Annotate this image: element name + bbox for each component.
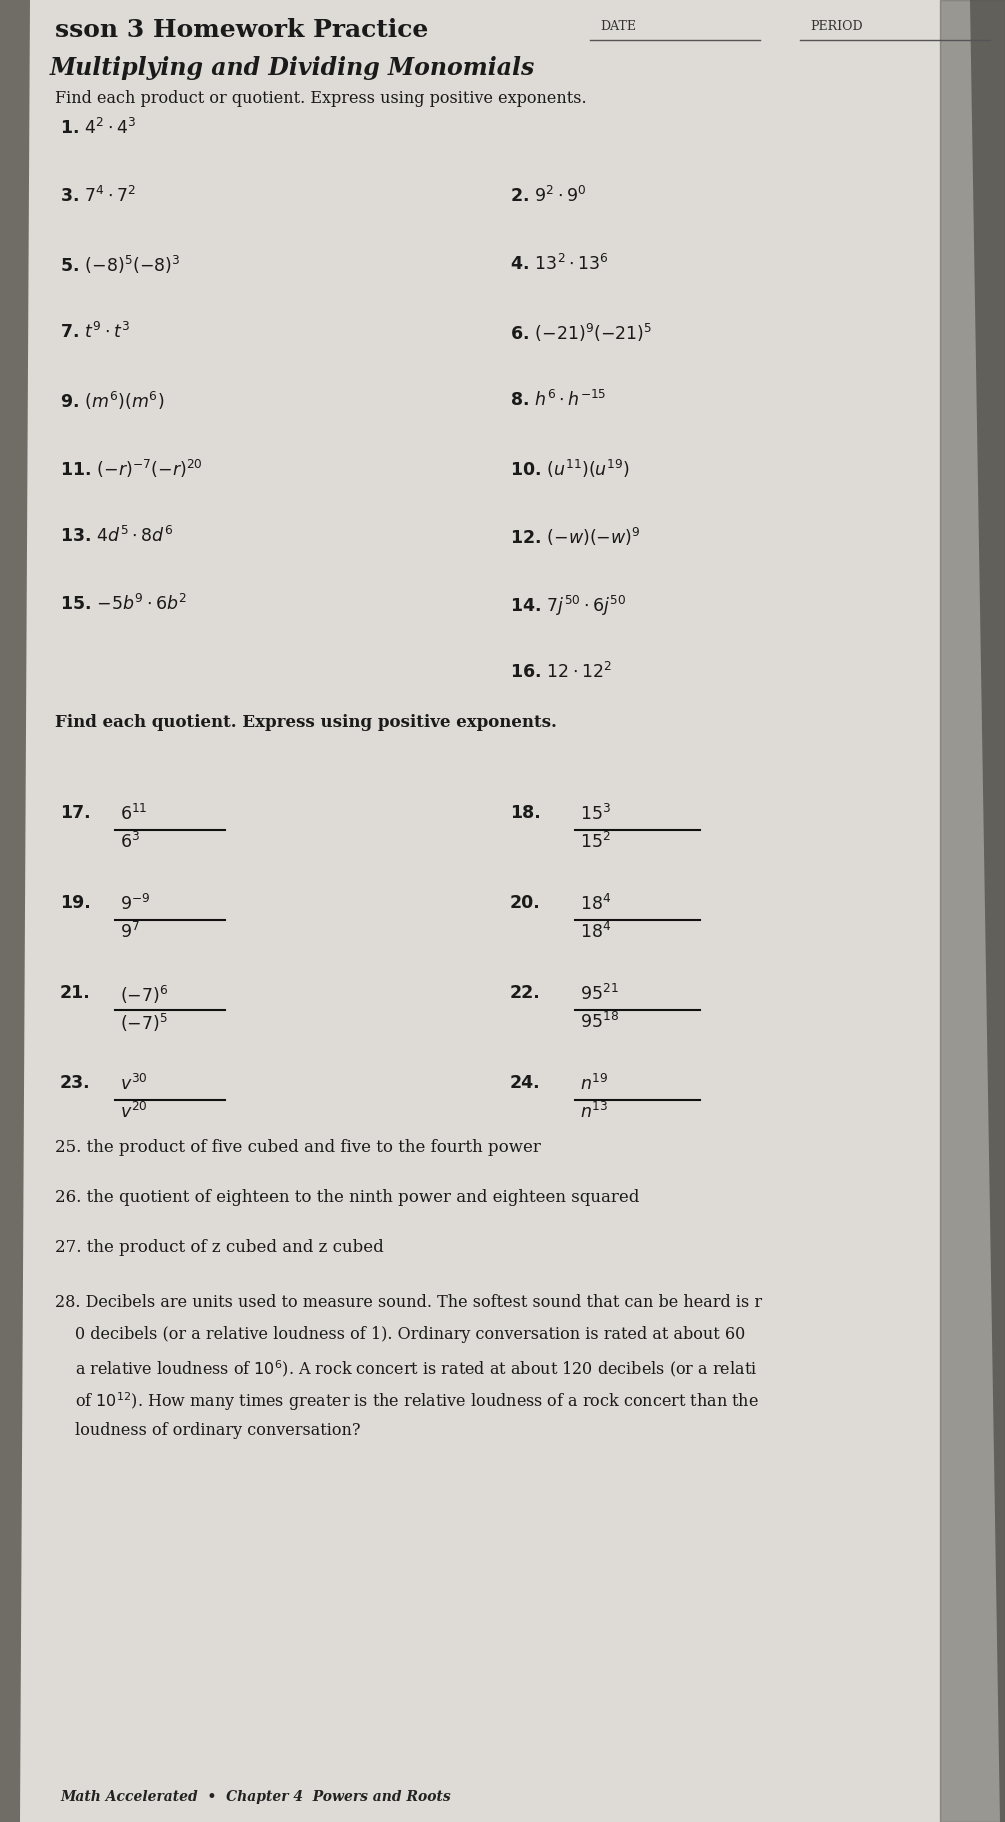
Text: $15^3$: $15^3$ — [580, 804, 611, 824]
Text: 11. $(-r)^{-7}(-r)^{20}$: 11. $(-r)^{-7}(-r)^{20}$ — [60, 457, 203, 481]
Text: of $10^{12}$). How many times greater is the relative loudness of a rock concert: of $10^{12}$). How many times greater is… — [75, 1390, 759, 1412]
Text: DATE: DATE — [600, 20, 636, 33]
Text: 19.: 19. — [60, 895, 90, 913]
Text: Multiplying and Dividing Monomials: Multiplying and Dividing Monomials — [50, 56, 536, 80]
Text: 0 decibels (or a relative loudness of 1). Ordinary conversation is rated at abou: 0 decibels (or a relative loudness of 1)… — [75, 1326, 746, 1343]
Text: 28. Decibels are units used to measure sound. The softest sound that can be hear: 28. Decibels are units used to measure s… — [55, 1294, 762, 1312]
Text: $95^{18}$: $95^{18}$ — [580, 1011, 619, 1031]
Text: $v^{20}$: $v^{20}$ — [120, 1102, 148, 1122]
Text: 24.: 24. — [510, 1073, 541, 1091]
Text: 8. $h^6 \cdot h^{-15}$: 8. $h^6 \cdot h^{-15}$ — [510, 390, 606, 410]
Text: 9. $(m^6)(m^6)$: 9. $(m^6)(m^6)$ — [60, 390, 164, 412]
Text: 23.: 23. — [60, 1073, 90, 1091]
Text: $n^{13}$: $n^{13}$ — [580, 1102, 608, 1122]
Text: 15. $-5b^9 \cdot 6b^2$: 15. $-5b^9 \cdot 6b^2$ — [60, 594, 187, 614]
Text: $18^4$: $18^4$ — [580, 922, 611, 942]
Text: 5. $(-8)^5(-8)^3$: 5. $(-8)^5(-8)^3$ — [60, 253, 181, 277]
Text: $18^4$: $18^4$ — [580, 895, 611, 915]
Text: 26. the quotient of eighteen to the ninth power and eighteen squared: 26. the quotient of eighteen to the nint… — [55, 1190, 639, 1206]
Text: 22.: 22. — [510, 984, 541, 1002]
Text: sson 3 Homework Practice: sson 3 Homework Practice — [55, 18, 428, 42]
Text: $6^{11}$: $6^{11}$ — [120, 804, 148, 824]
Text: 16. $12 \cdot 12^2$: 16. $12 \cdot 12^2$ — [510, 661, 612, 681]
Text: Find each quotient. Express using positive exponents.: Find each quotient. Express using positi… — [55, 714, 557, 731]
Text: $(-7)^5$: $(-7)^5$ — [120, 1011, 168, 1035]
Text: $v^{30}$: $v^{30}$ — [120, 1073, 148, 1093]
Text: $9^7$: $9^7$ — [120, 922, 140, 942]
Text: a relative loudness of $10^6$). A rock concert is rated at about 120 decibels (o: a relative loudness of $10^6$). A rock c… — [75, 1357, 757, 1379]
Text: 1. $4^2 \cdot 4^3$: 1. $4^2 \cdot 4^3$ — [60, 118, 137, 138]
Text: 25. the product of five cubed and five to the fourth power: 25. the product of five cubed and five t… — [55, 1139, 541, 1155]
Text: Math Accelerated  •  Chapter 4  Powers and Roots: Math Accelerated • Chapter 4 Powers and … — [60, 1789, 450, 1804]
Text: 21.: 21. — [60, 984, 90, 1002]
Text: 3. $7^4 \cdot 7^2$: 3. $7^4 \cdot 7^2$ — [60, 186, 137, 206]
Text: 13. $4d^5 \cdot 8d^6$: 13. $4d^5 \cdot 8d^6$ — [60, 527, 173, 547]
Text: 14. $7j^{50} \cdot 6j^{50}$: 14. $7j^{50} \cdot 6j^{50}$ — [510, 594, 626, 618]
Text: 2. $9^2 \cdot 9^0$: 2. $9^2 \cdot 9^0$ — [510, 186, 587, 206]
Text: $(-7)^6$: $(-7)^6$ — [120, 984, 169, 1006]
Text: 17.: 17. — [60, 804, 90, 822]
Text: $95^{21}$: $95^{21}$ — [580, 984, 619, 1004]
Text: loudness of ordinary conversation?: loudness of ordinary conversation? — [75, 1421, 361, 1439]
Text: 10. $(u^{11})(u^{19})$: 10. $(u^{11})(u^{19})$ — [510, 457, 630, 481]
Text: 7. $t^9 \cdot t^3$: 7. $t^9 \cdot t^3$ — [60, 322, 130, 343]
Text: 18.: 18. — [510, 804, 541, 822]
Text: Find each product or quotient. Express using positive exponents.: Find each product or quotient. Express u… — [55, 89, 587, 107]
Text: 27. the product of z cubed and z cubed: 27. the product of z cubed and z cubed — [55, 1239, 384, 1255]
Text: 6. $(-21)^9(-21)^5$: 6. $(-21)^9(-21)^5$ — [510, 322, 652, 344]
Text: $6^3$: $6^3$ — [120, 833, 140, 853]
Polygon shape — [20, 0, 1000, 1822]
Text: $9^{-9}$: $9^{-9}$ — [120, 895, 151, 915]
Text: 20.: 20. — [510, 895, 541, 913]
Text: 4. $13^2 \cdot 13^6$: 4. $13^2 \cdot 13^6$ — [510, 253, 609, 273]
Text: 12. $(-w)(-w)^9$: 12. $(-w)(-w)^9$ — [510, 527, 640, 548]
Text: $n^{19}$: $n^{19}$ — [580, 1073, 608, 1093]
Text: PERIOD: PERIOD — [810, 20, 862, 33]
Text: $15^2$: $15^2$ — [580, 833, 611, 853]
